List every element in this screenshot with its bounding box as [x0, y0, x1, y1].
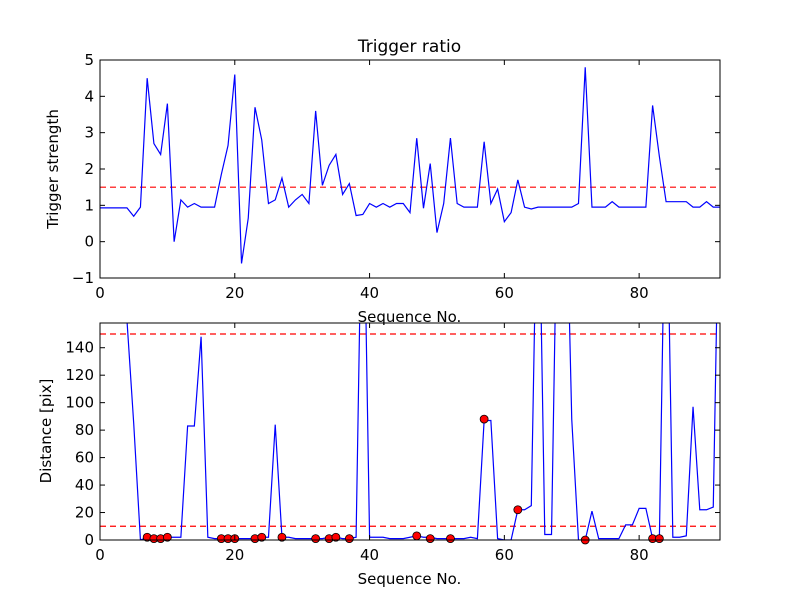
y-tick-label: 0 [84, 233, 94, 251]
data-point-marker [331, 532, 341, 542]
data-point-marker [344, 534, 354, 544]
x-tick-label: 40 [360, 546, 379, 564]
data-series-line [100, 67, 720, 264]
x-tick-label: 80 [630, 284, 649, 302]
data-point-marker [425, 534, 435, 544]
x-axis-label: Sequence No. [358, 570, 462, 588]
x-tick-label: 40 [360, 284, 379, 302]
y-axis-label: Distance [pix] [37, 379, 55, 484]
y-tick-label: 80 [75, 421, 94, 439]
x-tick-label: 80 [630, 546, 649, 564]
data-point-marker [513, 505, 523, 515]
y-tick-label: 40 [75, 476, 94, 494]
distance-panel: 0 20 40 60 80 0 20 40 60 80 100 120 140 Sequence No.… [37, 322, 721, 588]
y-tick-label: 1 [84, 196, 94, 214]
x-tick-label: 0 [95, 546, 105, 564]
y-tick-label: 20 [75, 504, 94, 522]
x-tick-label: 60 [495, 284, 514, 302]
y-tick-label: 120 [65, 366, 94, 384]
x-axis-label: Sequence No. [358, 308, 462, 326]
plot-frame [99, 59, 721, 279]
data-point-marker [479, 414, 489, 424]
distance-plot-area: 0 20 40 60 80 0 20 40 60 80 100 120 140 [65, 322, 721, 564]
x-tick-label: 20 [225, 284, 244, 302]
data-point-marker [311, 534, 321, 544]
y-tick-label: 60 [75, 449, 94, 467]
data-point-marker [654, 534, 664, 544]
y-tick-label: 3 [84, 124, 94, 142]
data-point-marker [412, 531, 422, 541]
plot-frame [99, 322, 721, 541]
x-tick-label: 0 [95, 284, 105, 302]
y-tick-label: 2 [84, 160, 94, 178]
data-point-marker [446, 534, 455, 544]
y-tick-label: 100 [65, 394, 94, 412]
x-tick-label: 20 [225, 546, 244, 564]
y-tick-label: 0 [84, 531, 94, 549]
x-tick-label: 60 [495, 546, 514, 564]
y-tick-label: −1 [72, 269, 94, 287]
data-point-marker [257, 532, 267, 542]
data-series-line [126, 323, 718, 540]
chart-title: Trigger ratio [357, 37, 461, 57]
y-tick-label: 5 [84, 51, 94, 69]
y-tick-label: 4 [84, 87, 94, 105]
y-axis-label: Trigger strength [44, 109, 62, 230]
data-point-marker [277, 532, 287, 542]
data-point-marker [162, 532, 172, 542]
y-tick-label: 140 [65, 339, 94, 357]
